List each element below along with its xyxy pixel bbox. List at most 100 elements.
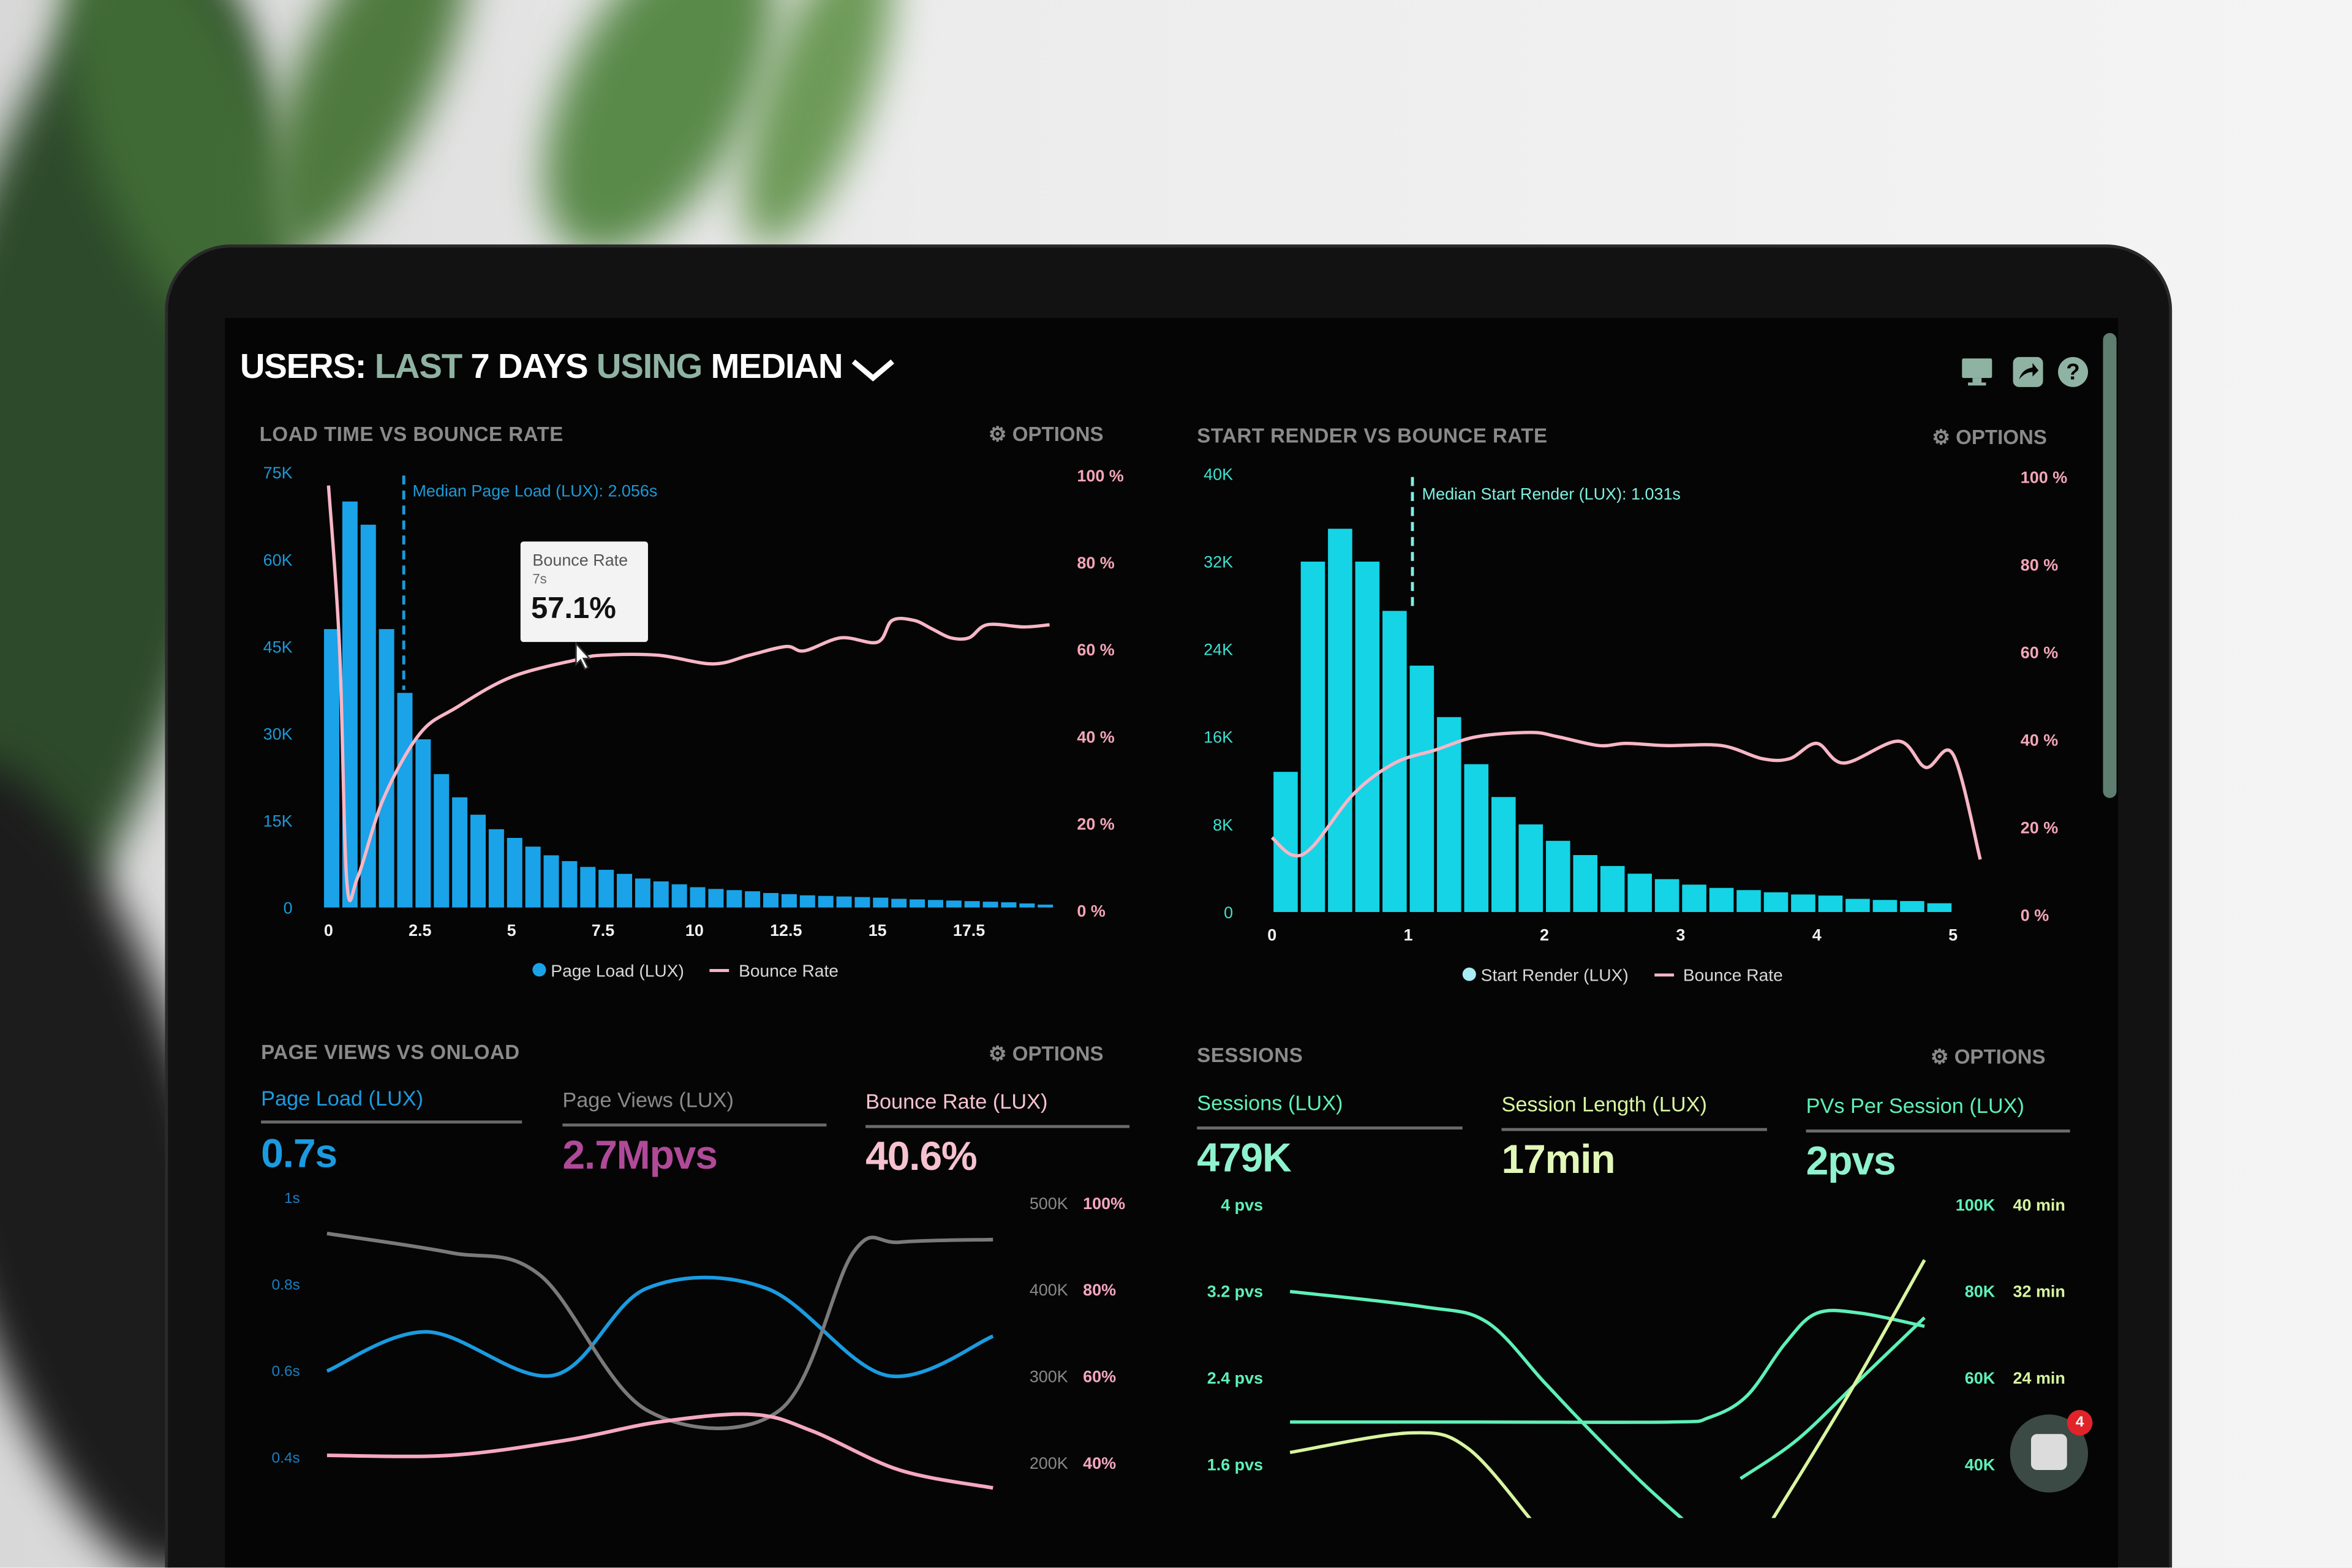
tooltip-title: Bounce Rate: [532, 552, 628, 570]
y-left-tick: 4 pvs: [1221, 1196, 1263, 1214]
x-tick: 1: [1404, 926, 1413, 944]
metric-divider: [865, 1125, 1130, 1128]
y-left-tick: 0.4s: [272, 1450, 300, 1466]
chat-button[interactable]: 4: [2010, 1410, 2093, 1493]
y-left-tick: 60K: [263, 551, 293, 569]
legend-bounce-rate[interactable]: Bounce Rate: [1683, 967, 1783, 986]
median-label-start-render: Median Start Render (LUX): 1.031s: [1422, 486, 1681, 504]
x-tick: 10: [685, 921, 704, 940]
legend-bounce-rate[interactable]: Bounce Rate: [739, 963, 839, 981]
x-tick: 3: [1676, 926, 1685, 944]
title-users: USERS:: [239, 346, 367, 386]
y-left-tick: 1.6 pvs: [1207, 1455, 1263, 1474]
bar: [434, 774, 450, 908]
series-line: [326, 1231, 993, 1430]
metric-label-sessions[interactable]: Sessions (LUX): [1197, 1090, 1343, 1115]
bar: [982, 902, 998, 908]
page-title-dropdown[interactable]: USERS: LAST 7 DAYS USING MEDIAN: [240, 347, 896, 387]
y-left-tick: 30K: [263, 725, 293, 743]
bar: [927, 900, 943, 908]
bounce-rate-line: [1270, 731, 1982, 860]
bar: [562, 861, 578, 908]
x-tick: 0: [324, 921, 333, 940]
bar: [379, 629, 394, 908]
y-right-tick: 60 %: [2021, 644, 2058, 662]
bar: [964, 901, 980, 908]
x-tick: 15: [869, 921, 887, 940]
monitor-icon[interactable]: [1959, 355, 1995, 388]
bar: [1709, 888, 1734, 912]
bar: [653, 881, 669, 908]
dashboard-screen: [225, 318, 2118, 1568]
y-left-tick: 3.2 pvs: [1207, 1283, 1263, 1301]
chevron-down-icon: [852, 359, 895, 382]
metric-value-page-views: 2.7Mpvs: [562, 1132, 718, 1178]
bar: [397, 693, 413, 908]
bar: [1464, 764, 1489, 912]
legend-line-icon: [710, 969, 729, 972]
bar: [488, 829, 504, 908]
x-tick: 2: [1540, 926, 1549, 944]
gear-icon: ⚙: [1932, 426, 1956, 449]
legend-start-render[interactable]: Start Render (LUX): [1480, 967, 1629, 986]
bar: [452, 797, 468, 908]
panel-title-sessions: SESSIONS: [1197, 1044, 1303, 1067]
bar: [854, 897, 870, 908]
y-left-tick: 16K: [1204, 728, 1233, 747]
legend-page-load[interactable]: Page Load (LUX): [551, 963, 684, 981]
share-icon[interactable]: [2011, 355, 2045, 388]
metric-divider: [1197, 1126, 1463, 1130]
tooltip-value: 57.1%: [530, 592, 616, 626]
metric-value-bounce-rate: 40.6%: [865, 1134, 978, 1179]
options-button[interactable]: ⚙ OPTIONS: [1931, 1046, 2046, 1069]
y-left-tick: 0.6s: [272, 1363, 300, 1380]
y-left-tick: 2.4 pvs: [1207, 1369, 1263, 1387]
bar: [1654, 879, 1679, 912]
metric-value-sessions: 479K: [1197, 1135, 1291, 1181]
y-right-tick: 80 %: [2021, 556, 2058, 575]
bar: [1019, 903, 1035, 908]
options-button[interactable]: ⚙ OPTIONS: [1932, 426, 2047, 450]
options-button[interactable]: ⚙ OPTIONS: [989, 423, 1104, 447]
metric-label-page-load[interactable]: Page Load (LUX): [261, 1086, 424, 1110]
bar: [1600, 865, 1625, 912]
options-label: OPTIONS: [1954, 1045, 2046, 1068]
y-left-tick: 24K: [1204, 641, 1233, 659]
scrollbar-thumb[interactable]: [2103, 333, 2117, 798]
y-left-tick: 75K: [263, 464, 293, 482]
y-right-tick-sessions: 80K: [1965, 1283, 1996, 1301]
series-line: [326, 1412, 993, 1490]
metric-divider: [562, 1123, 827, 1127]
bar: [1409, 665, 1434, 912]
y-right-tick-bounce: 40%: [1083, 1454, 1116, 1472]
bar: [818, 895, 834, 908]
x-tick: 5: [1948, 926, 1958, 944]
y-left-tick: 40K: [1204, 466, 1233, 484]
x-tick: 4: [1812, 926, 1822, 944]
bar: [635, 878, 650, 908]
bar: [708, 889, 724, 908]
metric-label-page-views[interactable]: Page Views (LUX): [562, 1087, 734, 1112]
y-right-tick-sessions: 100K: [1956, 1196, 1996, 1214]
svg-text:?: ?: [2066, 360, 2079, 385]
metric-label-session-length[interactable]: Session Length (LUX): [1501, 1091, 1707, 1117]
bar: [1791, 894, 1815, 912]
metric-label-pvs-per-session[interactable]: PVs Per Session (LUX): [1806, 1093, 2024, 1118]
bar: [1900, 901, 1924, 912]
options-button[interactable]: ⚙ OPTIONS: [989, 1042, 1104, 1066]
x-tick: 2.5: [409, 921, 431, 940]
y-left-tick: 15K: [263, 812, 293, 830]
bar: [1763, 892, 1789, 912]
bar: [1927, 903, 1952, 912]
y-right-tick-length: 24 min: [2013, 1369, 2065, 1387]
bar: [543, 855, 559, 908]
y-right-tick: 40 %: [2021, 731, 2058, 750]
help-icon[interactable]: ?: [2057, 355, 2090, 388]
legend-line-icon: [1654, 973, 1674, 977]
bar: [763, 892, 779, 908]
metric-label-bounce-rate[interactable]: Bounce Rate (LUX): [865, 1088, 1048, 1114]
bar: [1573, 855, 1597, 912]
bar: [836, 896, 852, 908]
y-right-tick-bounce: 80%: [1083, 1281, 1116, 1299]
